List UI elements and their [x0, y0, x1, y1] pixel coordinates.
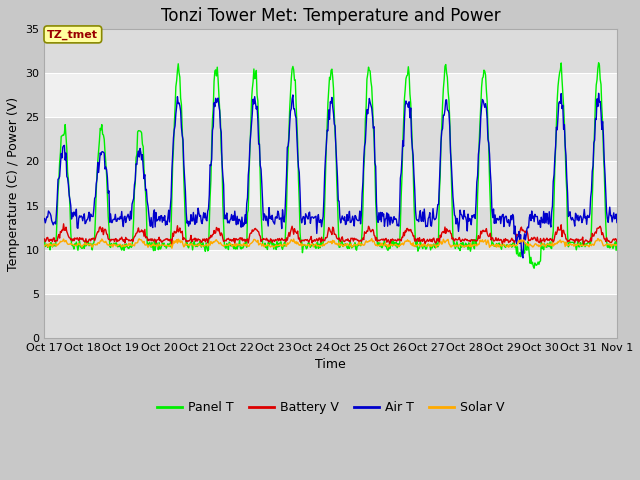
Air T	[41, 216, 49, 221]
Panel T	[417, 241, 425, 247]
Solar V	[41, 243, 49, 249]
Battery V	[613, 239, 621, 244]
Bar	[45, 29, 617, 73]
Air T	[417, 218, 425, 224]
Bar	[45, 161, 617, 205]
Text: TZ_tmet: TZ_tmet	[47, 29, 99, 39]
Panel T	[198, 241, 206, 247]
Line: Battery V: Battery V	[45, 224, 617, 245]
Air T	[401, 120, 408, 125]
Bar	[45, 118, 617, 161]
Battery V	[402, 229, 410, 235]
Battery V	[51, 239, 59, 245]
Air T	[613, 220, 621, 226]
Battery V	[168, 242, 176, 248]
Line: Solar V: Solar V	[45, 239, 617, 248]
Y-axis label: Temperature (C) / Power (V): Temperature (C) / Power (V)	[7, 96, 20, 271]
Battery V	[200, 238, 207, 243]
Bar	[45, 250, 617, 294]
Bar	[45, 205, 617, 250]
Solar V	[401, 238, 409, 244]
Air T	[519, 255, 527, 261]
Panel T	[110, 240, 118, 246]
Air T	[198, 221, 206, 227]
Panel T	[168, 194, 176, 200]
Panel T	[401, 97, 408, 103]
Solar V	[110, 241, 118, 247]
Air T	[595, 90, 602, 96]
Battery V	[111, 239, 118, 244]
Solar V	[613, 242, 621, 248]
Air T	[168, 168, 176, 174]
Line: Air T: Air T	[45, 93, 617, 258]
Line: Panel T: Panel T	[45, 63, 617, 268]
Solar V	[418, 241, 426, 247]
Panel T	[531, 265, 538, 271]
Solar V	[168, 245, 176, 251]
Panel T	[613, 239, 621, 245]
Panel T	[595, 60, 602, 66]
Title: Tonzi Tower Met: Temperature and Power: Tonzi Tower Met: Temperature and Power	[161, 7, 500, 25]
Battery V	[60, 221, 67, 227]
Solar V	[199, 243, 207, 249]
Bar	[45, 294, 617, 338]
Battery V	[41, 236, 49, 242]
Air T	[51, 219, 59, 225]
Battery V	[170, 233, 177, 239]
Panel T	[51, 243, 59, 249]
Bar	[45, 73, 617, 118]
Solar V	[169, 242, 177, 248]
Solar V	[51, 241, 59, 247]
Air T	[110, 216, 118, 222]
Battery V	[419, 239, 426, 244]
Solar V	[594, 236, 602, 241]
Panel T	[41, 238, 49, 244]
X-axis label: Time: Time	[316, 358, 346, 371]
Legend: Panel T, Battery V, Air T, Solar V: Panel T, Battery V, Air T, Solar V	[152, 396, 509, 420]
